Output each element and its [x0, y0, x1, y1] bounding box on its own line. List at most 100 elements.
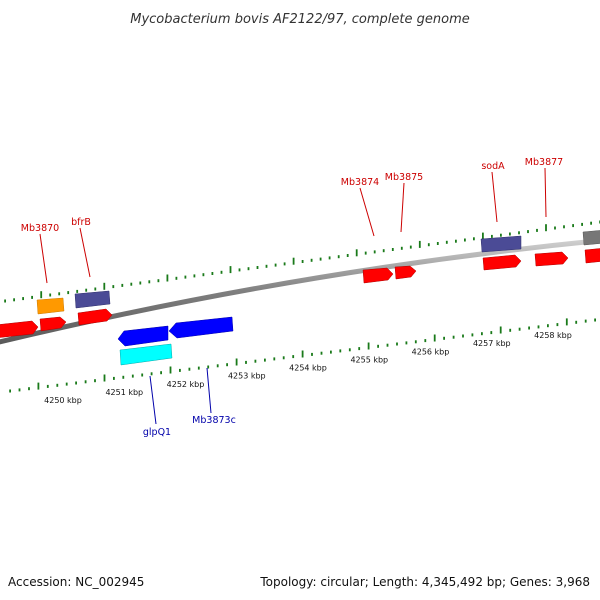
gene-arrow-blue-1[interactable]: [117, 325, 169, 347]
minor-tick: [238, 268, 241, 272]
minor-tick: [443, 336, 445, 340]
minor-tick: [265, 264, 268, 268]
minor-tick: [292, 355, 295, 359]
minor-tick: [113, 376, 115, 380]
minor-tick: [65, 382, 68, 386]
minor-tick: [274, 263, 277, 267]
major-tick: [292, 257, 295, 265]
minor-tick: [455, 239, 457, 243]
minor-tick: [556, 323, 559, 327]
gene-arrow-slate-bfrB[interactable]: [74, 290, 111, 309]
kbp-tick-label: 4252 kbp: [167, 380, 205, 389]
gene-label-bfrB[interactable]: bfrB: [71, 217, 91, 228]
minor-tick: [575, 320, 578, 324]
minor-tick: [339, 349, 342, 353]
minor-tick: [247, 267, 250, 271]
minor-tick: [311, 352, 313, 356]
minor-tick: [139, 281, 142, 285]
minor-tick: [424, 339, 427, 343]
gene-arrow-red-3[interactable]: [0, 320, 39, 338]
minor-tick: [554, 226, 556, 230]
gene-arrow-red-4[interactable]: [362, 267, 394, 284]
gene-arrow-red-8[interactable]: [584, 248, 600, 264]
minor-tick: [581, 222, 583, 226]
major-tick: [565, 318, 568, 326]
minor-tick: [9, 389, 11, 393]
gene-label-Mb3874[interactable]: Mb3874: [341, 177, 379, 188]
gene-arrow-slate-sodA[interactable]: [480, 235, 522, 253]
major-tick: [235, 358, 238, 366]
gene-arrow-red-5[interactable]: [394, 265, 417, 280]
kbp-tick-label: 4258 kbp: [534, 331, 572, 340]
minor-tick: [518, 327, 521, 331]
minor-tick: [377, 344, 379, 348]
minor-tick: [188, 367, 191, 371]
minor-tick: [445, 240, 448, 244]
minor-tick: [283, 262, 286, 266]
minor-tick: [373, 250, 376, 254]
minor-tick: [509, 328, 512, 332]
gene-arrow-cyan-glpQ1[interactable]: [119, 343, 173, 366]
minor-tick: [527, 230, 529, 234]
gene-label-glpQ1[interactable]: glpQ1: [143, 427, 171, 438]
minor-tick: [245, 360, 247, 364]
minor-tick: [348, 348, 351, 352]
minor-tick: [301, 260, 304, 263]
minor-tick: [572, 224, 574, 228]
minor-tick: [84, 380, 87, 384]
gene-label-Mb3873c[interactable]: Mb3873c: [192, 415, 236, 426]
kbp-tick-label: 4256 kbp: [412, 347, 450, 356]
gene-arrow-blue-Mb3873c[interactable]: [168, 316, 234, 339]
kbp-scale-labels: 4250 kbp 4251 kbp 4252 kbp 4253 kbp 4254 kbp…: [44, 331, 572, 405]
minor-tick: [319, 257, 322, 261]
gene-arrow-red-7[interactable]: [534, 251, 569, 267]
minor-tick: [13, 298, 15, 302]
minor-tick: [226, 363, 228, 367]
minor-tick: [464, 238, 466, 242]
minor-tick: [85, 288, 88, 292]
gene-label-Mb3870[interactable]: Mb3870: [21, 223, 59, 234]
minor-tick: [58, 292, 61, 296]
genome-summary-text: Topology: circular; Length: 4,345,492 bp…: [259, 575, 590, 589]
minor-tick: [563, 225, 565, 229]
gene-arrow-red-2[interactable]: [77, 308, 113, 326]
accession-text: Accession: NC_002945: [8, 575, 144, 589]
minor-tick: [405, 341, 408, 345]
minor-tick: [409, 245, 412, 249]
minor-tick: [46, 384, 49, 388]
gene-label-Mb3877[interactable]: Mb3877: [525, 157, 563, 168]
minor-tick: [256, 266, 259, 269]
minor-tick: [328, 256, 331, 260]
minor-tick: [131, 374, 134, 378]
minor-tick: [202, 273, 205, 277]
outer-tick-row: [4, 220, 600, 303]
major-tick: [367, 342, 370, 350]
minor-tick: [537, 325, 540, 329]
major-tick: [499, 326, 502, 334]
major-tick: [103, 374, 106, 382]
minor-tick: [282, 356, 285, 360]
gene-arrow-red-6[interactable]: [482, 254, 522, 271]
gene-arrow-red-1[interactable]: [39, 316, 67, 332]
gene-label-sodA[interactable]: sodA: [481, 161, 505, 172]
minor-tick: [94, 287, 97, 291]
minor-tick: [157, 279, 160, 283]
minor-tick: [490, 331, 493, 335]
gene-arrow-gray[interactable]: [582, 230, 600, 246]
minor-tick: [471, 333, 474, 337]
minor-tick: [462, 334, 464, 338]
forward-genes: [0, 230, 600, 338]
gene-label-Mb3875[interactable]: Mb3875: [385, 172, 423, 183]
minor-tick: [112, 285, 115, 289]
minor-tick: [536, 228, 538, 232]
gene-arrow-orange[interactable]: [36, 297, 65, 315]
minor-tick: [509, 232, 511, 236]
minor-tick: [364, 251, 367, 255]
major-tick: [103, 282, 106, 290]
kbp-tick-label: 4254 kbp: [289, 364, 327, 373]
major-tick: [418, 240, 421, 248]
major-tick: [545, 224, 547, 232]
minor-tick: [358, 347, 361, 351]
inner-tick-row: [9, 318, 596, 393]
minor-tick: [122, 375, 125, 379]
